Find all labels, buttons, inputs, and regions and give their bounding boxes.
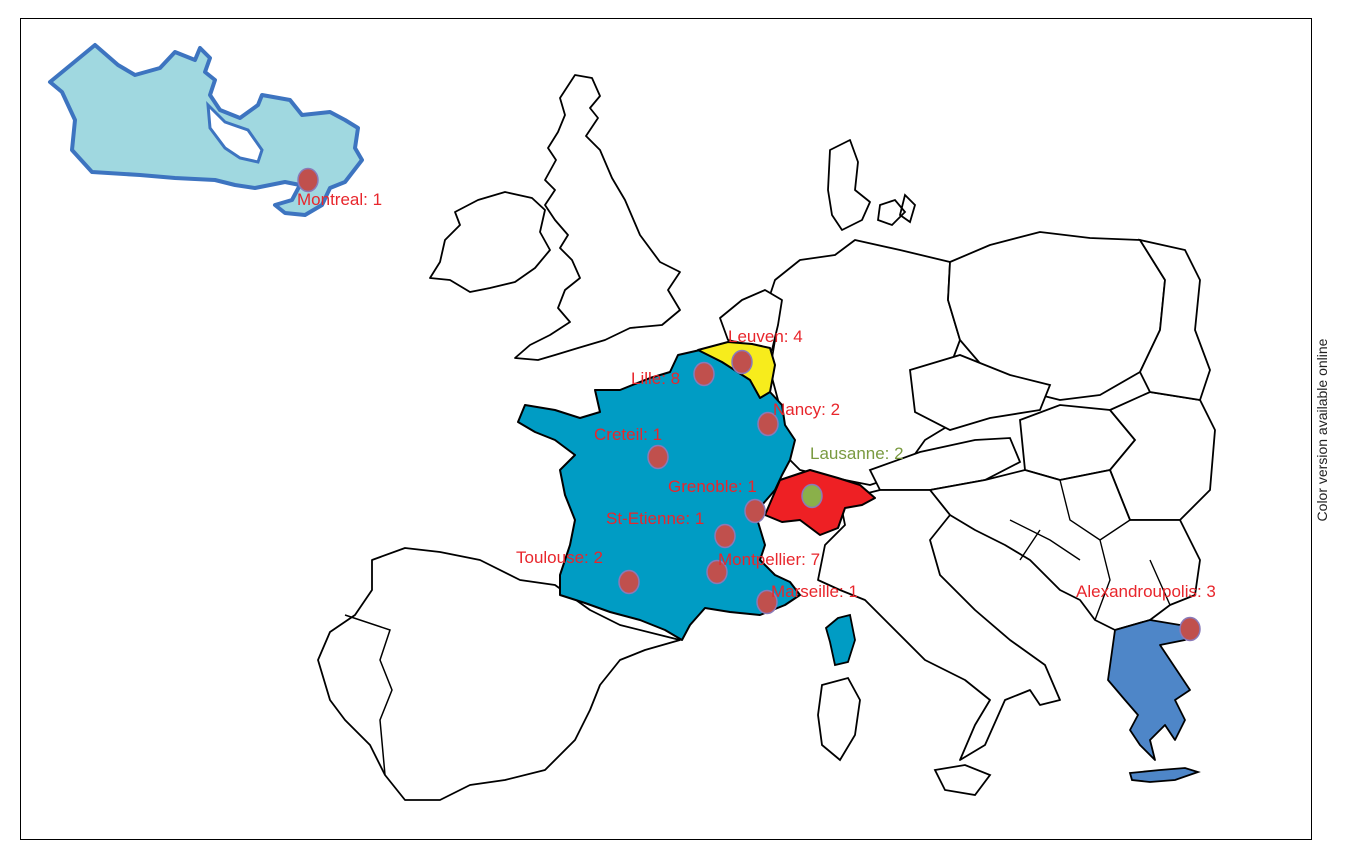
czech-shape	[909, 354, 1052, 431]
creteil-label: Creteil: 1	[594, 425, 662, 444]
montpellier-label: Montpellier: 7	[718, 550, 820, 569]
marseille-label: Marseille: 1	[771, 582, 858, 601]
lausanne-marker-icon	[801, 483, 823, 509]
leuven-label: Leuven: 4	[728, 327, 803, 346]
greece-shape	[1107, 619, 1199, 761]
toulouse-label: Toulouse: 2	[516, 548, 603, 567]
city-labels: Montreal: 1 Leuven: 4 Lille: 8 Nancy: 2 Cret…	[297, 190, 1216, 601]
montreal-label: Montreal: 1	[297, 190, 382, 209]
grenoble-label: Grenoble: 1	[668, 477, 757, 496]
hudson-bay	[206, 101, 264, 164]
denmark-islands	[877, 193, 917, 227]
sardinia-shape	[817, 676, 861, 762]
nancy-label: Nancy: 2	[773, 400, 840, 419]
great-britain-shape	[514, 74, 681, 361]
balkans-borders	[1009, 479, 1171, 621]
ukraine-shape	[1138, 238, 1211, 402]
ireland-shape	[429, 191, 551, 293]
st-etienne-marker-icon	[714, 523, 736, 549]
st-etienne-label: St-Etienne: 1	[606, 509, 704, 528]
lille-label: Lille: 8	[631, 369, 680, 388]
lausanne-label: Lausanne: 2	[810, 444, 904, 463]
romania-shape	[1108, 391, 1216, 521]
scandinavia-shape	[827, 139, 871, 231]
iberia-shape	[317, 547, 681, 801]
creteil-marker-icon	[647, 444, 669, 470]
lille-marker-icon	[693, 361, 715, 387]
leuven-marker-icon	[731, 349, 753, 375]
portugal-border	[344, 614, 393, 776]
sicily-shape	[933, 764, 992, 796]
corsica-shape	[824, 613, 856, 667]
montpellier-marker-icon	[706, 559, 728, 585]
alexandroupolis-marker-icon	[1179, 616, 1201, 642]
color-note-text: Color version available online	[1314, 338, 1330, 522]
italy-shape	[817, 489, 1061, 761]
alexandroupolis-label: Alexandroupolis: 3	[1076, 582, 1216, 601]
montreal-marker-icon	[297, 167, 319, 193]
france-shape	[517, 349, 801, 641]
canada-shape	[48, 43, 364, 217]
city-markers	[297, 167, 1201, 642]
toulouse-marker-icon	[618, 569, 640, 595]
nancy-marker-icon	[757, 411, 779, 437]
crete-shape	[1128, 767, 1201, 783]
grenoble-marker-icon	[744, 498, 766, 524]
marseille-marker-icon	[756, 589, 778, 615]
